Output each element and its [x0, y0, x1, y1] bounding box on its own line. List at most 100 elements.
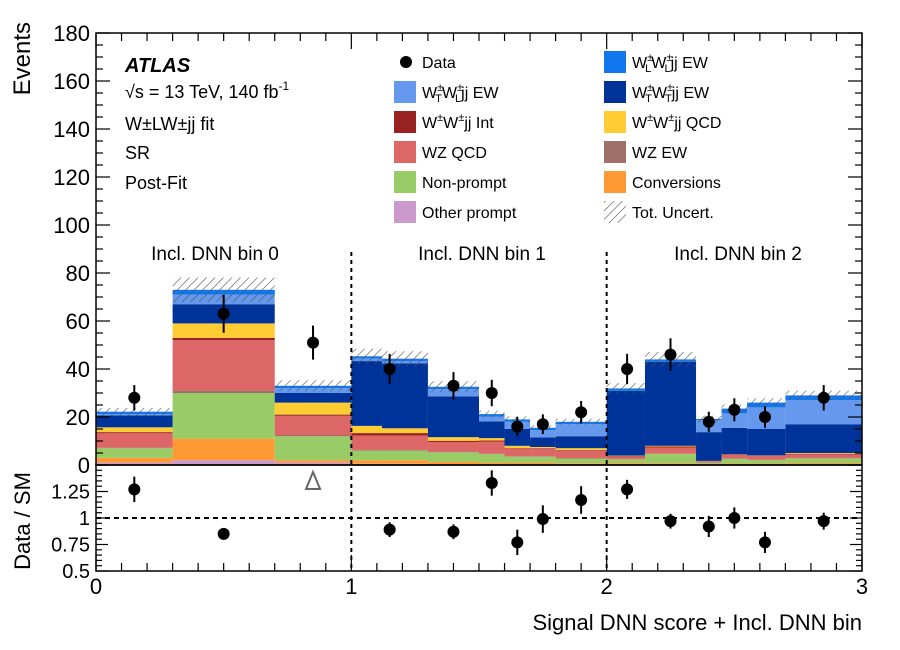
data-point-13 — [758, 411, 771, 423]
bar-wzqcd-0 — [96, 433, 173, 448]
ratio-point-3 — [447, 525, 460, 538]
legend-label: W± LW± Ljj EW — [632, 52, 709, 75]
data-point-12 — [728, 403, 741, 416]
legend-data-marker — [400, 56, 412, 68]
legend-swatch-int — [394, 111, 416, 133]
bar-tt-14 — [747, 429, 786, 456]
bar-conv-11 — [644, 463, 697, 465]
bar-conv-8 — [530, 462, 556, 465]
bar-conv-1 — [172, 438, 275, 461]
y-tick-label-140: 140 — [53, 117, 90, 142]
legend-label: WZ QCD — [422, 145, 487, 162]
dnn-bin-1-label: Incl. DNN bin 1 — [418, 244, 546, 265]
bar-tt-8 — [530, 437, 556, 447]
data-points — [128, 294, 830, 437]
y-tick-label-180: 180 — [53, 21, 90, 46]
bar-nonprompt-3 — [351, 450, 382, 461]
atlas-label: ATLAS — [124, 55, 191, 77]
bar-nonprompt-10 — [606, 459, 645, 464]
bar-qcd-8 — [530, 447, 556, 449]
bar-int-4 — [381, 433, 428, 436]
ratio-points — [96, 469, 862, 556]
bar-int-10 — [606, 456, 645, 457]
legend-swatch-conv — [604, 171, 626, 193]
x-tick-label-1: 1 — [345, 574, 357, 599]
bar-qcd-2 — [274, 402, 352, 415]
bar-nonprompt-9 — [555, 458, 607, 464]
bar-wzqcd-13 — [721, 454, 748, 459]
bar-conv-5 — [427, 461, 479, 465]
bar-wzqcd-6 — [479, 441, 505, 454]
y-tick-label-160: 160 — [53, 69, 90, 94]
legend-swatch-wzqcd — [394, 141, 416, 163]
dnn-bin-0-label: Incl. DNN bin 0 — [151, 244, 279, 265]
bar-conv-4 — [381, 460, 428, 464]
uncertainty-10 — [606, 383, 645, 394]
legend-swatch-tl — [394, 81, 416, 103]
bar-wzqcd-4 — [381, 435, 428, 450]
y-tick-label-20: 20 — [66, 405, 90, 430]
bar-tt-3 — [351, 361, 382, 426]
data-point-8 — [575, 406, 588, 419]
bar-wzqcd-2 — [274, 415, 352, 435]
ratio-point-5 — [511, 536, 524, 549]
bar-wzqcd-1 — [172, 340, 275, 391]
data-point-1 — [217, 307, 230, 320]
uncertainty-3 — [351, 348, 382, 364]
bar-qcd-0 — [96, 427, 173, 433]
data-point-3 — [383, 363, 396, 375]
legend-swatch-uncertainty — [604, 201, 626, 223]
ratio-point-9 — [664, 515, 677, 528]
bar-nonprompt-8 — [530, 456, 556, 463]
bar-int-11 — [644, 446, 697, 448]
x-tick-label-3: 3 — [856, 574, 868, 599]
bar-tt-6 — [479, 421, 505, 439]
legend-label: WZ EW — [632, 145, 688, 162]
legend-label: Other prompt — [422, 205, 517, 222]
legend-label: W± TW± Ljj EW — [422, 82, 499, 105]
bar-nonprompt-6 — [479, 454, 505, 463]
bar-conv-10 — [606, 463, 645, 465]
bar-nonprompt-4 — [381, 450, 428, 461]
bar-int-15 — [785, 453, 862, 455]
bar-nonprompt-14 — [747, 459, 786, 464]
data-point-11 — [702, 415, 715, 428]
bar-other-0 — [96, 462, 173, 465]
bar-nonprompt-5 — [427, 452, 479, 462]
bar-tt-12 — [696, 432, 722, 461]
bar-wzew-5 — [427, 451, 479, 453]
legend-swatch-qcd — [604, 111, 626, 133]
ratio-tick-label: 1 — [79, 508, 90, 530]
bar-tt-11 — [644, 361, 697, 446]
bar-int-0 — [96, 432, 173, 434]
data-point-9 — [621, 363, 634, 375]
data-point-7 — [536, 418, 549, 431]
x-tick-label-0: 0 — [90, 574, 102, 599]
y-tick-label-40: 40 — [66, 357, 90, 382]
bar-tt-15 — [785, 424, 862, 453]
ratio-point-11 — [728, 512, 741, 524]
bar-qcd-4 — [381, 428, 428, 434]
region-label: SR — [125, 143, 150, 163]
data-point-5 — [485, 387, 498, 399]
legend-swatch-wzew — [604, 141, 626, 163]
plot-labels: Events Data / SM Signal DNN score + Incl… — [9, 22, 862, 635]
bar-other-1 — [172, 460, 275, 465]
ratio-y-axis-label: Data / SM — [10, 472, 35, 570]
ratio-point-7 — [575, 493, 588, 506]
bar-wzew-1 — [172, 390, 275, 393]
bar-conv-6 — [479, 462, 505, 465]
bar-tt-7 — [504, 429, 531, 446]
uncertainty-2 — [274, 380, 352, 392]
bar-int-5 — [427, 440, 479, 442]
data-point-6 — [511, 420, 524, 433]
bar-conv-3 — [351, 460, 382, 464]
bar-wzqcd-9 — [555, 450, 607, 459]
legend-label: Data — [422, 55, 456, 72]
dnn-bin-2-label: Incl. DNN bin 2 — [674, 244, 802, 265]
bar-int-6 — [479, 440, 505, 442]
bar-wzqcd-7 — [504, 448, 531, 457]
bar-tt-13 — [721, 427, 748, 455]
bar-qcd-3 — [351, 425, 382, 434]
y-tick-label-80: 80 — [66, 261, 90, 286]
